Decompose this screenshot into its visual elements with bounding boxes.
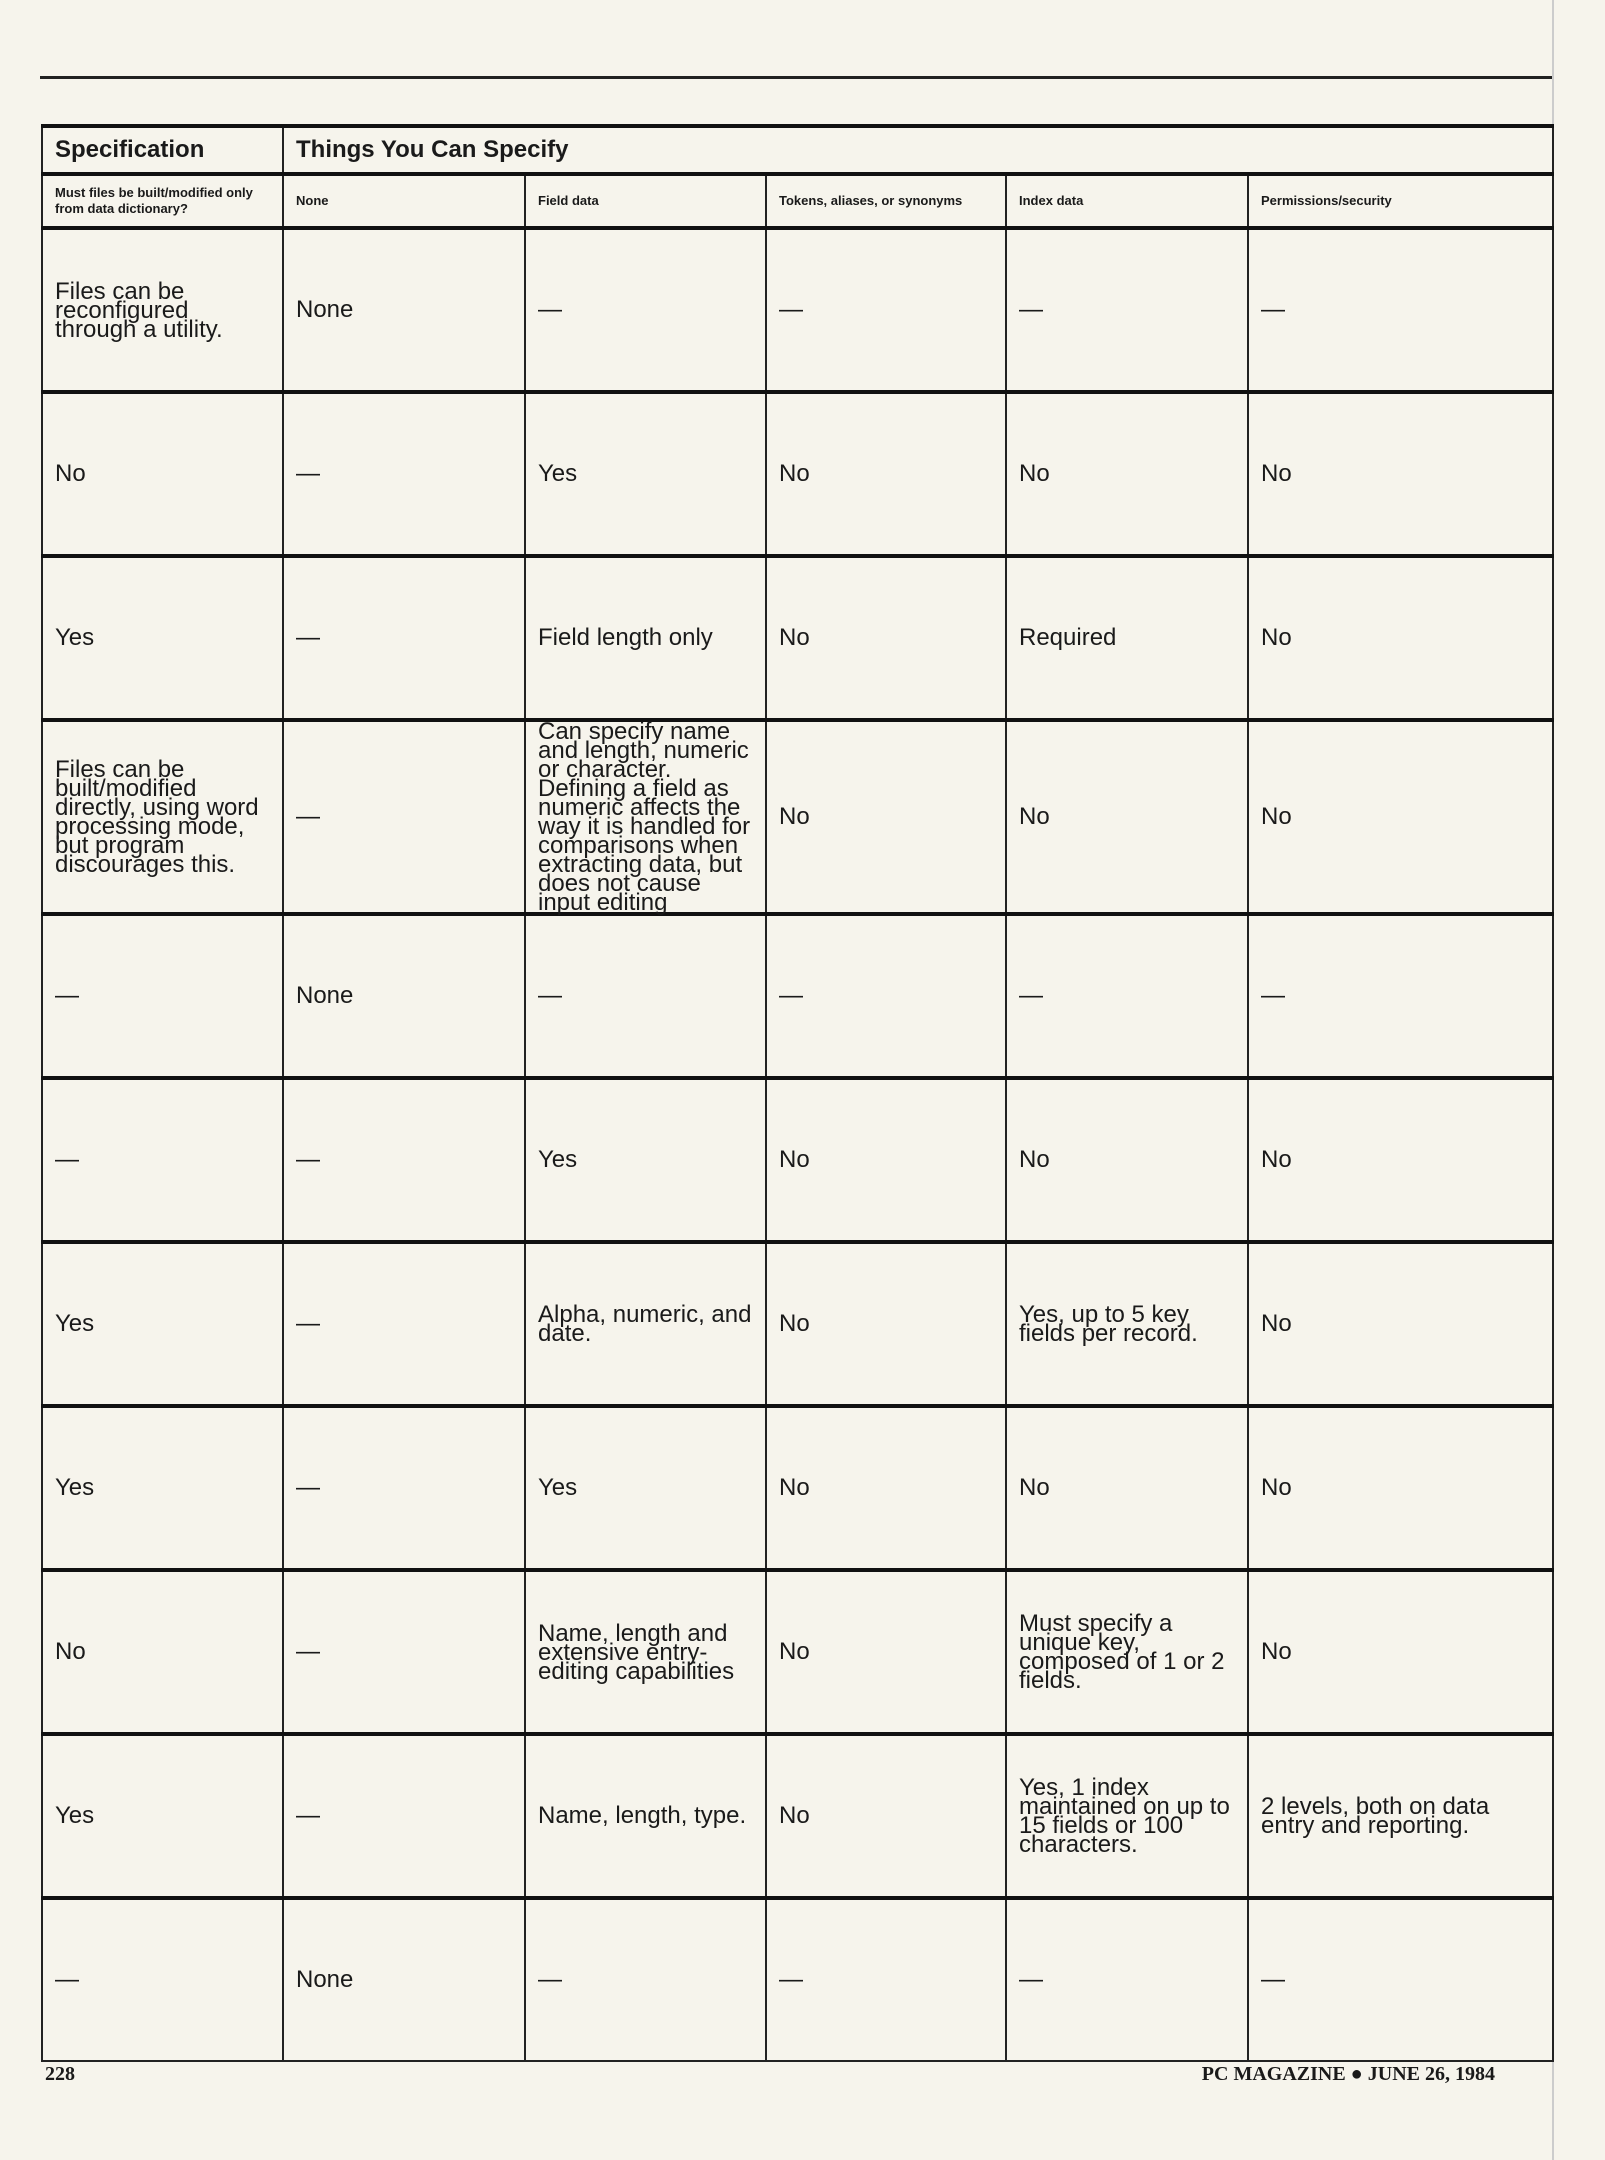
table-row: — — Yes No No No: [41, 1076, 1555, 1243]
table-row: Files can be built/modified directly, us…: [41, 718, 1555, 915]
table-cell: —: [282, 390, 526, 557]
table-cell: —: [765, 912, 1007, 1079]
table-cell: —: [1246, 1896, 1555, 2062]
table-cell: —: [41, 1896, 284, 2062]
table-cell: No: [765, 390, 1007, 557]
column-header-row: Must files be built/modified only from d…: [41, 172, 1555, 230]
table-title-row: Specification Things You Can Specify: [41, 124, 1555, 176]
table-row: — None — — — —: [41, 912, 1555, 1079]
table-cell: No: [1005, 390, 1249, 557]
table-cell: —: [1005, 1896, 1249, 2062]
specification-heading: Specification: [41, 124, 284, 176]
table-cell: Field length only: [524, 554, 767, 721]
table-cell: No: [765, 1404, 1007, 1571]
column-header: Tokens, aliases, or synonyms: [765, 172, 1007, 230]
table-cell: No: [765, 1240, 1007, 1407]
table-cell: Must specify a unique key, composed of 1…: [1005, 1568, 1249, 1735]
table-cell: Can specify name and length, numeric or …: [524, 718, 767, 915]
table-cell: None: [282, 1896, 526, 2062]
table-row: Yes — Yes No No No: [41, 1404, 1555, 1571]
table-cell: Yes: [41, 1732, 284, 1899]
table-cell: —: [41, 912, 284, 1079]
top-rule: [40, 76, 1552, 79]
table-cell: No: [1005, 1404, 1249, 1571]
table-cell: Yes: [524, 1076, 767, 1243]
page-number: 228: [45, 2063, 75, 2085]
table-cell: Name, length and extensive entry-editing…: [524, 1568, 767, 1735]
column-header: Index data: [1005, 172, 1249, 230]
table-cell: No: [765, 718, 1007, 915]
table-cell: No: [41, 1568, 284, 1735]
table-cell: No: [1246, 1568, 1555, 1735]
column-header: Permissions/security: [1246, 172, 1555, 230]
table-row: — None — — — —: [41, 1896, 1555, 2062]
table-cell: No: [1005, 1076, 1249, 1243]
table-cell: —: [1246, 912, 1555, 1079]
table-cell: No: [1246, 718, 1555, 915]
table-cell: —: [1005, 912, 1249, 1079]
table-cell: —: [282, 554, 526, 721]
table-cell: No: [1246, 1240, 1555, 1407]
table-cell: None: [282, 226, 526, 393]
table-row: Files can be reconfigured through a util…: [41, 226, 1555, 393]
table-row: Yes — Field length only No Required No: [41, 554, 1555, 721]
table-cell: Yes, up to 5 key fields per record.: [1005, 1240, 1249, 1407]
table-cell: None: [282, 912, 526, 1079]
table-cell: Yes: [524, 1404, 767, 1571]
table-row: No — Name, length and extensive entry-edit…: [41, 1568, 1555, 1735]
comparison-table: Specification Things You Can Specify Mus…: [41, 124, 1555, 2062]
table-row: Yes — Alpha, numeric, and date. No Yes, up t…: [41, 1240, 1555, 1407]
table-cell: —: [1246, 226, 1555, 393]
table-cell: Yes, 1 index maintained on up to 15 fiel…: [1005, 1732, 1249, 1899]
table-cell: No: [1246, 1076, 1555, 1243]
table-cell: —: [282, 1732, 526, 1899]
table-cell: Files can be built/modified directly, us…: [41, 718, 284, 915]
table-cell: —: [765, 226, 1007, 393]
table-cell: —: [524, 912, 767, 1079]
table-cell: Yes: [524, 390, 767, 557]
table-cell: No: [765, 554, 1007, 721]
table-cell: —: [41, 1076, 284, 1243]
column-header: Must files be built/modified only from d…: [41, 172, 284, 230]
table-cell: No: [1246, 554, 1555, 721]
table-cell: Required: [1005, 554, 1249, 721]
table-cell: Yes: [41, 1240, 284, 1407]
column-header: Field data: [524, 172, 767, 230]
table-cell: Yes: [41, 554, 284, 721]
magazine-footer: PC MAGAZINE ● JUNE 26, 1984: [1201, 2063, 1495, 2085]
table-cell: No: [41, 390, 284, 557]
table-cell: No: [765, 1568, 1007, 1735]
table-cell: —: [282, 1404, 526, 1571]
table-cell: —: [282, 1240, 526, 1407]
table-cell: —: [1005, 226, 1249, 393]
table-cell: —: [765, 1896, 1007, 2062]
table-row: No — Yes No No No: [41, 390, 1555, 557]
table-cell: No: [1246, 390, 1555, 557]
table-cell: —: [282, 1568, 526, 1735]
table-cell: Name, length, type.: [524, 1732, 767, 1899]
table-cell: 2 levels, both on data entry and reporti…: [1246, 1732, 1555, 1899]
things-heading: Things You Can Specify: [281, 124, 1555, 176]
table-cell: No: [1005, 718, 1249, 915]
table-cell: No: [765, 1732, 1007, 1899]
column-header: None: [282, 172, 526, 230]
table-cell: —: [524, 226, 767, 393]
table-cell: No: [765, 1076, 1007, 1243]
table-cell: —: [282, 718, 526, 915]
table-cell: No: [1246, 1404, 1555, 1571]
table-cell: —: [282, 1076, 526, 1243]
table-cell: Yes: [41, 1404, 284, 1571]
table-cell: Alpha, numeric, and date.: [524, 1240, 767, 1407]
table-cell: Files can be reconfigured through a util…: [41, 226, 284, 393]
table-row: Yes — Name, length, type. No Yes, 1 index ma…: [41, 1732, 1555, 1899]
table-cell: —: [524, 1896, 767, 2062]
